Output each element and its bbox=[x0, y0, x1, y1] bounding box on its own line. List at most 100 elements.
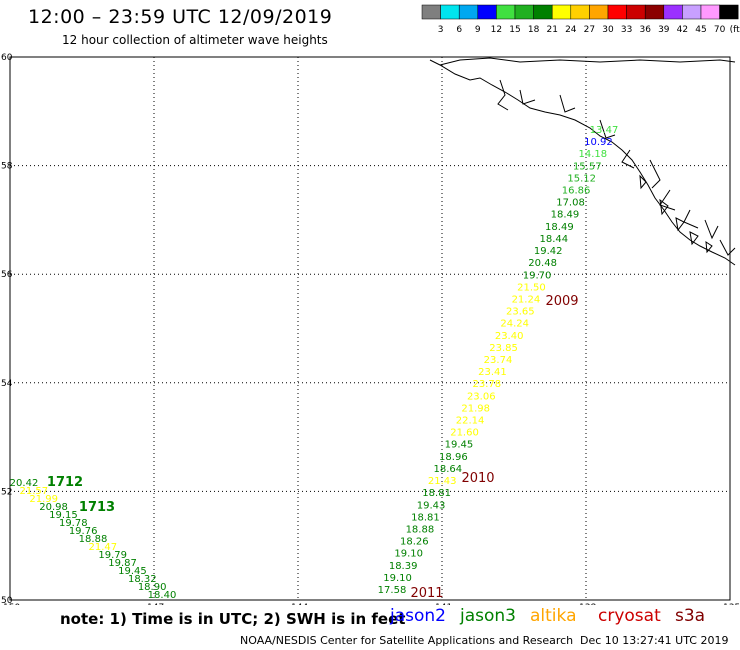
scale-label: 12 bbox=[491, 25, 502, 35]
timestamp-text: Dec 10 13:27:41 UTC 2019 bbox=[580, 634, 729, 647]
wave-height-label: 18.32 bbox=[128, 574, 157, 585]
altimeter-tracks: 13.4710.9214.1815.5715.1216.8617.0818.49… bbox=[10, 125, 619, 601]
pass-number-label: 1712 bbox=[47, 475, 83, 490]
wave-height-label: 23.85 bbox=[489, 343, 518, 354]
scale-swatch bbox=[682, 4, 702, 20]
wave-height-label: 18.88 bbox=[406, 524, 435, 535]
wave-height-label: 19.76 bbox=[69, 526, 98, 537]
scale-swatch bbox=[533, 4, 553, 20]
pass-number-label: 2010 bbox=[461, 471, 494, 486]
wave-height-label: 18.49 bbox=[545, 222, 574, 233]
wave-height-label: 17.08 bbox=[556, 198, 585, 209]
lon-label: -135 bbox=[720, 603, 740, 605]
wave-height-label: 19.10 bbox=[383, 573, 412, 584]
map-title: 12:00 – 23:59 UTC 12/09/2019 bbox=[28, 6, 333, 28]
scale-swatch bbox=[570, 4, 590, 20]
wave-height-label: 13.47 bbox=[590, 125, 619, 136]
wave-height-label: 23.78 bbox=[473, 379, 502, 390]
lat-lon-grid: 60 58 56 54 52 50-150 -147 -144 -141 -138 -135 bbox=[0, 53, 740, 605]
wave-height-label: 23.40 bbox=[495, 331, 524, 342]
wave-height-label: 19.78 bbox=[59, 518, 88, 529]
lon-label: -147 bbox=[144, 603, 164, 605]
wave-height-label: 21.57 bbox=[20, 486, 49, 497]
scale-swatch bbox=[644, 4, 665, 20]
scale-label: 9 bbox=[475, 25, 481, 35]
scale-swatch bbox=[551, 4, 572, 20]
map-frame bbox=[9, 56, 731, 601]
alaska-coastline bbox=[429, 57, 736, 266]
pass-number-label: 2011 bbox=[410, 586, 443, 601]
mission-s3a: s3a bbox=[675, 606, 706, 626]
wave-height-label: 18.96 bbox=[439, 452, 468, 463]
wave-height-label: 19.42 bbox=[534, 246, 563, 257]
scale-label: 70 bbox=[714, 25, 726, 35]
credit-text: NOAA/NESDIS Center for Satellite Applica… bbox=[240, 634, 574, 647]
pass-number-label: 1713 bbox=[79, 500, 115, 515]
wave-height-label: 21.50 bbox=[517, 282, 546, 293]
coastline-inlets bbox=[497, 79, 736, 256]
mission-cryosat: cryosat bbox=[598, 606, 661, 626]
scale-swatch bbox=[514, 4, 534, 20]
wave-height-label: 24.24 bbox=[500, 319, 529, 330]
wave-height-label: 21.47 bbox=[89, 542, 118, 553]
wave-height-label: 17.58 bbox=[378, 585, 407, 596]
wave-height-label: 19.45 bbox=[118, 566, 147, 577]
wave-height-label: 19.10 bbox=[394, 549, 423, 560]
lat-label: 56 bbox=[1, 270, 13, 280]
scale-label: 39 bbox=[658, 25, 670, 35]
scale-swatch bbox=[700, 4, 720, 20]
lon-label: -141 bbox=[432, 603, 452, 605]
wave-height-label: 21.24 bbox=[512, 294, 541, 305]
scale-label: 45 bbox=[695, 25, 706, 35]
scale-swatch bbox=[663, 4, 683, 20]
scale-swatch bbox=[607, 4, 627, 20]
wave-height-label: 20.98 bbox=[39, 502, 68, 513]
wave-height-label: 19.45 bbox=[445, 440, 474, 451]
scale-label: 30 bbox=[602, 25, 614, 35]
wave-height-label: 18.64 bbox=[433, 464, 462, 475]
wave-height-label: 19.43 bbox=[417, 500, 446, 511]
wave-height-label: 21.43 bbox=[428, 476, 457, 487]
wave-height-label: 22.14 bbox=[456, 416, 485, 427]
lon-label: -144 bbox=[288, 603, 309, 605]
scale-label: 24 bbox=[565, 25, 577, 35]
wave-height-label: 18.26 bbox=[400, 537, 429, 548]
wave-height-label: 18.44 bbox=[539, 234, 568, 245]
wave-height-label: 10.92 bbox=[584, 137, 613, 148]
wave-height-label: 23.06 bbox=[467, 391, 496, 402]
lat-label: 50 bbox=[1, 596, 13, 605]
mission-altika: altika bbox=[530, 606, 577, 626]
coastline-main bbox=[429, 59, 736, 266]
lon-label: -150 bbox=[0, 603, 20, 605]
wave-height-label: 19.15 bbox=[49, 510, 78, 521]
scale-swatch bbox=[477, 4, 497, 20]
wave-height-label: 19.87 bbox=[108, 558, 137, 569]
scale-swatch bbox=[421, 4, 441, 20]
scale-swatch bbox=[719, 4, 739, 20]
wave-height-label: 15.12 bbox=[567, 173, 596, 184]
scale-swatch bbox=[458, 4, 479, 20]
scale-label: 6 bbox=[456, 25, 462, 35]
wave-height-label: 21.60 bbox=[450, 428, 479, 439]
lat-label: 52 bbox=[1, 487, 12, 497]
wave-height-label: 21.99 bbox=[29, 494, 58, 505]
scale-label: 27 bbox=[584, 25, 595, 35]
scale-swatch bbox=[440, 4, 460, 20]
scale-label: 21 bbox=[546, 25, 557, 35]
coastline-islands bbox=[639, 174, 713, 254]
scale-label: 3 bbox=[438, 25, 444, 35]
footer-note: note: 1) Time is in UTC; 2) SWH is in fe… bbox=[60, 610, 406, 628]
lat-label: 58 bbox=[1, 162, 13, 172]
wave-height-label: 15.57 bbox=[573, 161, 602, 172]
wave-height-label: 18.81 bbox=[411, 512, 440, 523]
coastline-north bbox=[439, 57, 736, 66]
scale-swatch bbox=[626, 4, 646, 20]
wave-height-label: 18.39 bbox=[389, 561, 418, 572]
wave-height-label: 18.49 bbox=[551, 210, 580, 221]
scale-label: 33 bbox=[621, 25, 632, 35]
wave-height-label: 18.88 bbox=[79, 534, 108, 545]
scale-swatch bbox=[589, 4, 609, 20]
wave-height-label: 18.90 bbox=[138, 582, 167, 593]
wave-height-label: 20.48 bbox=[528, 258, 557, 269]
